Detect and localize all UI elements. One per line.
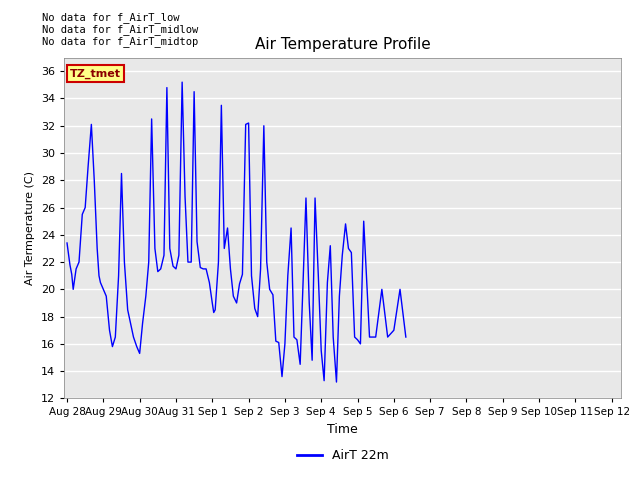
Y-axis label: Air Termperature (C): Air Termperature (C) [25, 171, 35, 285]
Text: No data for f_AirT_low: No data for f_AirT_low [42, 12, 179, 23]
Text: No data for f_AirT_midtop: No data for f_AirT_midtop [42, 36, 198, 47]
Title: Air Temperature Profile: Air Temperature Profile [255, 37, 430, 52]
Text: No data for f_AirT_midlow: No data for f_AirT_midlow [42, 24, 198, 35]
Text: TZ_tmet: TZ_tmet [70, 69, 121, 79]
X-axis label: Time: Time [327, 423, 358, 436]
Legend: AirT 22m: AirT 22m [292, 444, 393, 467]
